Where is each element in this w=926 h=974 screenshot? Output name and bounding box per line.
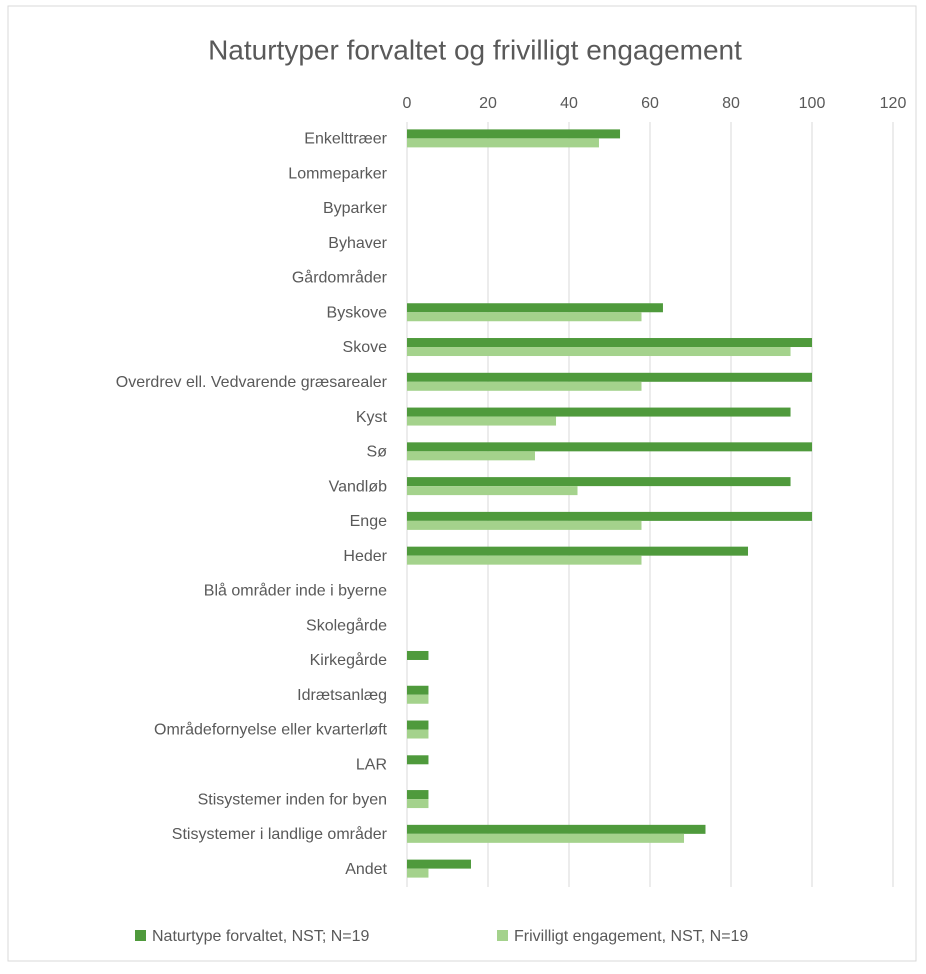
bar bbox=[407, 407, 791, 417]
x-tick-label: 20 bbox=[479, 95, 497, 112]
y-tick-label: Kyst bbox=[356, 409, 388, 426]
bar bbox=[407, 790, 429, 800]
x-tick-label: 40 bbox=[560, 95, 578, 112]
y-tick-label: Kirkegårde bbox=[310, 651, 387, 669]
bar bbox=[407, 451, 535, 461]
bar bbox=[407, 520, 642, 530]
bar bbox=[407, 729, 429, 739]
bar bbox=[407, 477, 791, 487]
bar bbox=[407, 555, 642, 565]
y-tick-label: Gårdområder bbox=[292, 269, 388, 287]
bar bbox=[407, 372, 812, 382]
bar bbox=[407, 685, 429, 695]
chart-title: Naturtyper forvaltet og frivilligt engag… bbox=[208, 34, 742, 65]
bar bbox=[407, 859, 471, 869]
y-tick-label: Byparker bbox=[323, 200, 388, 217]
bar bbox=[407, 381, 642, 391]
bar bbox=[407, 338, 812, 348]
bar bbox=[407, 546, 749, 556]
x-tick-label: 60 bbox=[641, 95, 659, 112]
bar bbox=[407, 442, 812, 452]
bar bbox=[407, 138, 599, 148]
y-tick-label: Vandløb bbox=[329, 478, 388, 495]
y-tick-label: Byskove bbox=[327, 304, 388, 321]
y-tick-label: Sø bbox=[367, 444, 388, 461]
bar bbox=[407, 755, 429, 765]
y-tick-label: Områdefornyelse eller kvarterløft bbox=[154, 721, 388, 739]
legend-label: Naturtype forvaltet, NST; N=19 bbox=[152, 928, 370, 945]
bar bbox=[407, 868, 429, 878]
legend-swatch bbox=[135, 930, 146, 941]
bar bbox=[407, 416, 557, 426]
legend-swatch bbox=[497, 930, 508, 941]
x-tick-label: 100 bbox=[799, 95, 826, 112]
y-tick-label: Lommeparker bbox=[288, 165, 387, 182]
y-tick-label: Andet bbox=[345, 861, 387, 878]
x-tick-label: 80 bbox=[722, 95, 740, 112]
bar bbox=[407, 694, 429, 704]
bar bbox=[407, 799, 429, 809]
bar bbox=[407, 833, 685, 843]
bar bbox=[407, 720, 429, 730]
y-tick-label: Idrætsanlæg bbox=[297, 687, 387, 704]
y-tick-label: Byhaver bbox=[328, 235, 387, 252]
legend-label: Frivilligt engagement, NST, N=19 bbox=[514, 928, 748, 945]
bar bbox=[407, 312, 642, 322]
bar bbox=[407, 303, 663, 313]
y-tick-label: Stisystemer i landlige områder bbox=[172, 825, 388, 843]
y-tick-label: Overdrev ell. Vedvarende græsarealer bbox=[116, 374, 388, 391]
y-tick-label: Heder bbox=[343, 548, 387, 565]
y-tick-label: LAR bbox=[356, 757, 387, 774]
bar bbox=[407, 129, 621, 139]
y-tick-label: Enkelttræer bbox=[304, 131, 387, 148]
bar bbox=[407, 511, 812, 521]
x-tick-label: 120 bbox=[880, 95, 907, 112]
x-tick-label: 0 bbox=[403, 95, 412, 112]
bar bbox=[407, 486, 578, 496]
y-tick-label: Skove bbox=[343, 339, 388, 356]
y-tick-label: Enge bbox=[350, 513, 387, 530]
y-tick-label: Skolegårde bbox=[306, 616, 387, 634]
bar bbox=[407, 347, 791, 357]
bar bbox=[407, 650, 429, 660]
bar bbox=[407, 824, 706, 834]
y-tick-label: Blå områder inde i byerne bbox=[204, 582, 387, 600]
y-tick-label: Stisystemer inden for byen bbox=[198, 791, 387, 808]
